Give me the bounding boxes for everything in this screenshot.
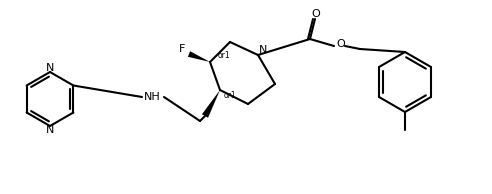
Text: or1: or1 [224,92,236,100]
Text: N: N [46,125,54,135]
Text: N: N [46,63,54,73]
Polygon shape [202,90,220,118]
Polygon shape [188,51,210,62]
Text: O: O [337,39,345,49]
Text: O: O [311,9,320,19]
Text: F: F [179,44,185,54]
Text: N: N [259,45,267,55]
Text: NH: NH [144,92,160,102]
Text: or1: or1 [217,51,230,61]
